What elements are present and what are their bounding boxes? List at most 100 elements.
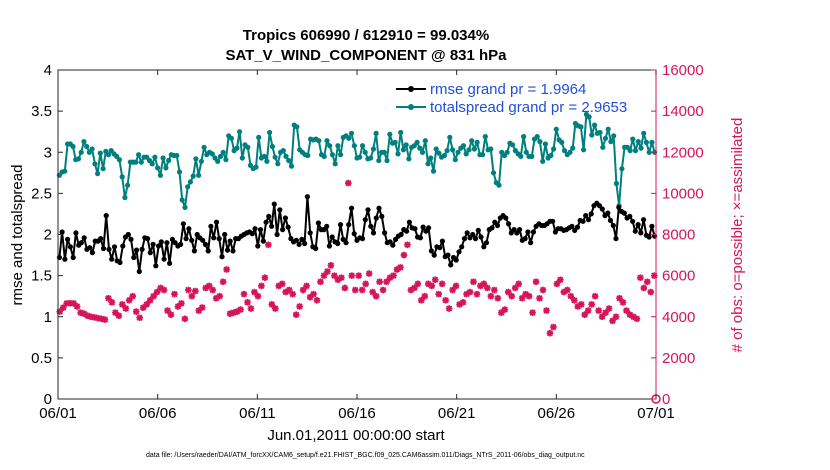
y-tick-label: 2.5 bbox=[31, 185, 52, 202]
obs-assimilated-point bbox=[174, 303, 182, 310]
totalspread-point bbox=[428, 155, 434, 161]
totalspread-point bbox=[234, 145, 240, 151]
totalspread-point bbox=[463, 151, 469, 157]
rmse-point bbox=[335, 240, 341, 247]
obs-assimilated-point bbox=[233, 308, 241, 315]
obs-assimilated-point bbox=[94, 314, 102, 322]
rmse-point bbox=[646, 234, 652, 240]
obs-assimilated-point bbox=[428, 282, 436, 290]
rmse-point bbox=[73, 230, 79, 236]
rmse-point bbox=[87, 245, 93, 251]
y-axis-right: 0 2000 4000 6000 8000 10000 12000 14000 16000 bbox=[651, 62, 704, 408]
obs-assimilated-point bbox=[536, 294, 543, 302]
x-tick-label: 06/06 bbox=[139, 405, 177, 422]
obs-assimilated-point bbox=[595, 307, 602, 314]
totalspread-point bbox=[400, 147, 406, 153]
totalspread-point bbox=[447, 134, 453, 140]
obs-assimilated-point bbox=[574, 303, 582, 310]
obs-assimilated-point bbox=[327, 262, 335, 269]
totalspread-point bbox=[62, 168, 68, 174]
totalspread-point bbox=[422, 138, 428, 144]
totalspread-point bbox=[559, 139, 565, 145]
totalspread-point bbox=[348, 130, 355, 136]
rmse-point bbox=[189, 237, 195, 243]
totalspread-point bbox=[201, 144, 207, 150]
rmse-point bbox=[351, 231, 357, 237]
rmse-point bbox=[106, 246, 112, 252]
rmse-point bbox=[153, 263, 159, 269]
rmse-point bbox=[613, 236, 619, 242]
rmse-point bbox=[607, 217, 614, 224]
rmse-point bbox=[362, 217, 368, 223]
obs-assimilated-point bbox=[164, 307, 171, 314]
obs-assimilated-point bbox=[59, 304, 67, 312]
rmse-point bbox=[167, 260, 173, 266]
obs-assimilated-point bbox=[70, 300, 77, 307]
rmse-point bbox=[128, 236, 134, 242]
rmse-point bbox=[202, 241, 208, 247]
rmse-point bbox=[133, 247, 140, 253]
totalspread-point bbox=[217, 153, 224, 159]
totalspread-point bbox=[149, 161, 155, 167]
obs-assimilated-point bbox=[424, 280, 432, 288]
totalspread-point bbox=[283, 153, 289, 159]
legend-spread-marker bbox=[408, 104, 414, 110]
totalspread-point bbox=[627, 148, 633, 154]
totalspread-point bbox=[608, 139, 614, 145]
rmse-point bbox=[569, 223, 575, 229]
totalspread-point bbox=[488, 146, 494, 152]
rmse-point bbox=[506, 221, 512, 227]
rmse-point bbox=[382, 230, 388, 236]
rmse-point bbox=[313, 245, 319, 252]
obs-assimilated-point bbox=[466, 288, 474, 296]
obs-assimilated-point bbox=[546, 329, 554, 337]
totalspread-point bbox=[286, 157, 292, 164]
totalspread-point bbox=[392, 139, 398, 145]
rmse-point bbox=[453, 257, 459, 263]
totalspread-point bbox=[136, 152, 142, 158]
totalspread-point bbox=[105, 152, 112, 158]
rmse-point bbox=[158, 239, 164, 245]
obs-assimilated-point bbox=[289, 290, 296, 298]
obs-assimilated-point bbox=[125, 297, 133, 304]
totalspread-point bbox=[125, 182, 131, 188]
obs-assimilated-point bbox=[442, 297, 449, 304]
y2-tick-label: 10000 bbox=[662, 185, 704, 202]
obs-assimilated-point bbox=[334, 276, 342, 284]
totalspread-point bbox=[122, 194, 128, 201]
totalspread-point bbox=[209, 151, 215, 157]
rmse-point bbox=[81, 235, 87, 241]
obs-assimilated-point bbox=[459, 299, 467, 306]
totalspread-point bbox=[228, 135, 234, 141]
obs-assimilated-point bbox=[268, 301, 276, 308]
rmse-point bbox=[200, 237, 206, 243]
totalspread-point bbox=[316, 138, 322, 144]
obs-assimilated-point bbox=[205, 282, 213, 290]
totalspread-point bbox=[578, 124, 584, 130]
obs-assimilated-point bbox=[591, 292, 599, 300]
legend-rmse-marker bbox=[408, 86, 414, 92]
obs-assimilated-point bbox=[550, 323, 557, 331]
totalspread-point bbox=[419, 149, 426, 155]
totalspread-point bbox=[482, 134, 488, 140]
totalspread-point bbox=[193, 156, 199, 162]
totalspread-point bbox=[275, 161, 281, 167]
footnote: data file: /Users/raeder/DAI/ATM_forcXX/… bbox=[146, 452, 585, 459]
totalspread-point bbox=[548, 152, 554, 159]
obs-assimilated-point bbox=[407, 286, 415, 294]
obs-assimilated-point bbox=[310, 290, 317, 298]
rmse-point bbox=[274, 231, 280, 238]
obs-assimilated-point bbox=[178, 300, 185, 307]
obs-assimilated-point bbox=[577, 301, 585, 308]
obs-assimilated-point bbox=[390, 272, 397, 279]
obs-assimilated-point bbox=[511, 284, 519, 292]
obs-assimilated-point bbox=[338, 274, 345, 281]
totalspread-point bbox=[70, 143, 76, 150]
totalspread-point bbox=[600, 144, 606, 150]
totalspread-point bbox=[638, 145, 644, 151]
totalspread-point bbox=[81, 139, 87, 145]
obs-assimilated-point bbox=[251, 288, 258, 296]
obs-assimilated-point bbox=[588, 301, 595, 308]
obs-assimilated-point bbox=[491, 286, 498, 294]
rmse-point bbox=[439, 238, 445, 244]
